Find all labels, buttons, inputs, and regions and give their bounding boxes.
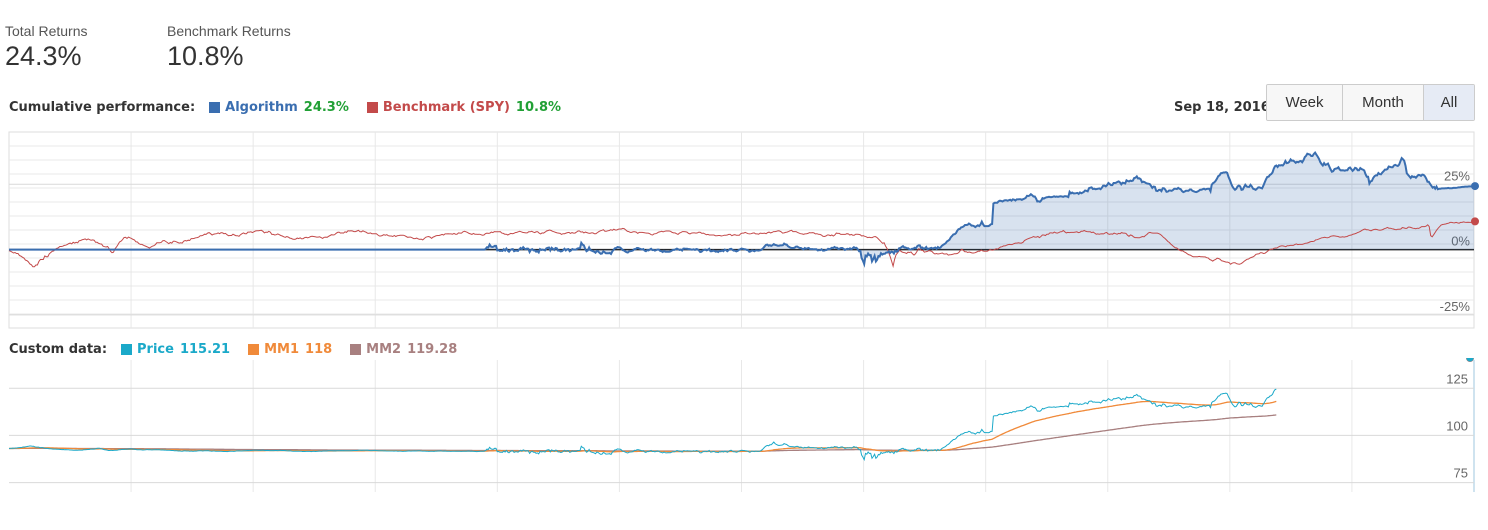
custom-data-legend: Custom data: Price 115.21 MM1 118 MM2 11… — [9, 342, 475, 357]
total-returns-stat: Total Returns 24.3% — [5, 22, 87, 72]
performance-legend: Cumulative performance: Algorithm 24.3% … — [9, 100, 579, 115]
range-week-button[interactable]: Week — [1267, 85, 1343, 120]
legend-item-mm2[interactable]: MM2 119.28 — [350, 342, 457, 357]
legend-item-mm1[interactable]: MM1 118 — [248, 342, 332, 357]
mm2-line — [9, 414, 1277, 452]
chart2-tick-label: 75 — [1454, 466, 1468, 481]
legend-value-benchmark: 10.8% — [515, 100, 562, 115]
total-returns-value: 24.3% — [5, 41, 82, 71]
legend-value-price: 115.21 — [179, 342, 231, 357]
chart2-tick-label: 100 — [1446, 418, 1468, 433]
cumulative-performance-chart[interactable]: 25% 0% -25% — [0, 128, 1488, 330]
benchmark-returns-stat: Benchmark Returns 10.8% — [167, 22, 291, 72]
legend-name-mm1: MM1 — [264, 342, 300, 357]
benchmark-returns-label: Benchmark Returns — [167, 23, 291, 39]
legend-value-mm1: 118 — [305, 342, 333, 357]
hover-date: Sep 18, 2016 — [1174, 100, 1270, 115]
legend-value-mm2: 119.28 — [407, 342, 458, 357]
custom-data-chart[interactable]: 125 100 75 — [0, 358, 1488, 494]
mm1-line — [9, 400, 1277, 453]
total-returns-label: Total Returns — [5, 23, 88, 39]
chart1-tick-label: 0% — [1451, 234, 1470, 249]
legend-swatch-benchmark — [366, 102, 378, 113]
legend-swatch-price — [121, 344, 133, 355]
legend-item-algorithm[interactable]: Algorithm 24.3% — [209, 100, 349, 115]
legend-name-algorithm: Algorithm — [225, 100, 298, 115]
chart2-tick-label: 125 — [1446, 371, 1468, 386]
chart1-tick-label: -25% — [1440, 299, 1471, 314]
legend-swatch-mm1 — [248, 344, 260, 355]
performance-legend-title: Cumulative performance: — [9, 100, 196, 115]
legend-item-benchmark[interactable]: Benchmark (SPY) 10.8% — [366, 100, 562, 115]
legend-name-price: Price — [137, 342, 174, 357]
legend-item-price[interactable]: Price 115.21 — [121, 342, 230, 357]
price-line — [8, 388, 1277, 462]
custom-legend-title: Custom data: — [9, 342, 108, 357]
benchmark-returns-value: 10.8% — [167, 41, 244, 71]
range-month-button[interactable]: Month — [1343, 85, 1424, 120]
algorithm-area — [9, 152, 1474, 264]
legend-name-benchmark: Benchmark (SPY) — [382, 100, 510, 115]
range-selector: Week Month All — [1266, 84, 1475, 121]
algorithm-line — [9, 150, 1474, 268]
benchmark-line — [8, 220, 1475, 269]
price-end-marker — [1466, 358, 1474, 362]
legend-name-mm2: MM2 — [366, 342, 402, 357]
legend-swatch-mm2 — [350, 344, 362, 355]
chart1-tick-label: 25% — [1444, 168, 1470, 183]
benchmark-end-marker — [1471, 217, 1479, 226]
legend-value-algorithm: 24.3% — [303, 100, 349, 115]
range-all-button[interactable]: All — [1424, 85, 1474, 120]
legend-swatch-algorithm — [209, 102, 221, 113]
algorithm-end-marker — [1471, 182, 1479, 191]
